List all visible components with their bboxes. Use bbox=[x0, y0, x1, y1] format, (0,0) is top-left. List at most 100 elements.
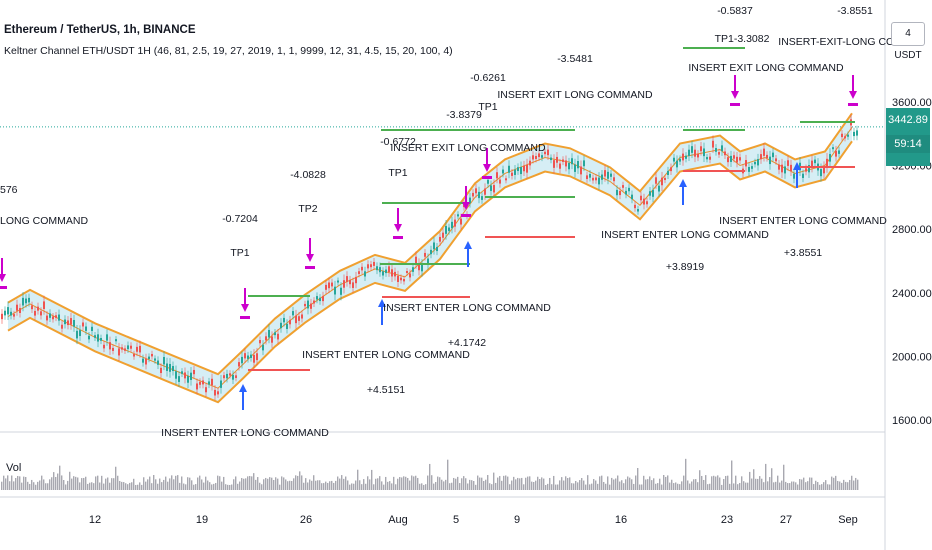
volume-bar bbox=[295, 475, 297, 490]
candle-body bbox=[481, 196, 483, 200]
volume-bar bbox=[499, 476, 501, 490]
volume-bar bbox=[279, 484, 281, 490]
candle-body bbox=[241, 356, 243, 364]
volume-bar bbox=[619, 481, 621, 490]
volume-bar bbox=[115, 466, 117, 490]
volume-bar bbox=[307, 482, 309, 490]
volume-bar bbox=[853, 480, 855, 490]
volume-bar bbox=[121, 481, 123, 490]
candle-body bbox=[208, 381, 210, 385]
candle-body bbox=[379, 267, 381, 273]
volume-bar bbox=[667, 475, 669, 490]
volume-bar bbox=[833, 477, 835, 490]
volume-bar bbox=[165, 476, 167, 490]
symbol-title[interactable]: Ethereum / TetherUS, 1h, BINANCE bbox=[4, 24, 196, 36]
last-price-tag: 3442.89 59:14 bbox=[886, 108, 930, 166]
candle-body bbox=[136, 346, 138, 352]
indicator-legend[interactable]: Keltner Channel ETH/USDT 1H (46, 81, 2.5… bbox=[4, 45, 453, 57]
volume-bar bbox=[157, 483, 159, 490]
candle-body bbox=[835, 150, 837, 157]
candle-body bbox=[118, 348, 120, 356]
keltner-lower-line bbox=[7, 140, 853, 404]
volume-bar bbox=[475, 484, 477, 490]
candle-body bbox=[100, 337, 102, 341]
volume-bar bbox=[469, 479, 471, 490]
x-tick-label: 16 bbox=[615, 514, 627, 526]
candle-body bbox=[85, 326, 87, 331]
candle-body bbox=[130, 345, 132, 349]
candle-body bbox=[49, 313, 51, 318]
volume-bar bbox=[665, 476, 667, 490]
volume-bar bbox=[727, 475, 729, 490]
exit-marker bbox=[461, 214, 471, 217]
candle-body bbox=[439, 236, 441, 242]
candle-body bbox=[598, 177, 600, 185]
volume-bar bbox=[495, 482, 497, 490]
volume-bar bbox=[669, 482, 671, 490]
candle-body bbox=[67, 320, 69, 326]
candle-body bbox=[469, 197, 471, 203]
volume-bar bbox=[629, 477, 631, 490]
volume-bar bbox=[581, 478, 583, 490]
candle-body bbox=[169, 363, 171, 372]
volume-bar bbox=[199, 475, 201, 490]
volume-bar bbox=[477, 475, 479, 490]
candle-body bbox=[358, 271, 360, 274]
volume-bar bbox=[315, 480, 317, 490]
volume-bar bbox=[571, 483, 573, 490]
candle-body bbox=[652, 190, 654, 197]
volume-bar bbox=[347, 480, 349, 490]
volume-bar bbox=[479, 477, 481, 490]
candle-body bbox=[214, 389, 216, 396]
candle-body bbox=[451, 221, 453, 229]
candle-body bbox=[718, 152, 720, 155]
volume-bar bbox=[37, 481, 39, 490]
volume-bar bbox=[817, 482, 819, 490]
candle-body bbox=[94, 335, 96, 338]
volume-bar bbox=[757, 478, 759, 490]
candle-body bbox=[235, 375, 237, 378]
candle-body bbox=[769, 156, 771, 165]
volume-bar bbox=[399, 477, 401, 490]
volume-bar bbox=[123, 482, 125, 490]
long-exit-arrowhead bbox=[483, 164, 491, 172]
volume-bar bbox=[591, 483, 593, 490]
candle-body bbox=[445, 225, 447, 234]
volume-bar bbox=[277, 478, 279, 490]
volume-bar bbox=[263, 479, 265, 490]
candle-body bbox=[754, 161, 756, 165]
volume-bar bbox=[23, 476, 25, 490]
volume-bar bbox=[717, 475, 719, 490]
volume-bar bbox=[713, 475, 715, 490]
volume-bar bbox=[1, 481, 3, 490]
volume-bar bbox=[55, 476, 57, 490]
candle-body bbox=[193, 369, 195, 375]
volume-bar bbox=[825, 480, 827, 490]
volume-bar bbox=[687, 480, 689, 490]
candle-body bbox=[1, 313, 3, 320]
volume-bar bbox=[561, 477, 563, 490]
volume-bar bbox=[505, 475, 507, 490]
y-tick-label: 2400.00 bbox=[892, 288, 932, 300]
candle-body bbox=[277, 333, 279, 340]
candle-body bbox=[274, 332, 276, 336]
volume-bar bbox=[363, 479, 365, 490]
currency-button[interactable]: 4 USDT bbox=[891, 22, 925, 61]
volume-bar bbox=[25, 476, 27, 490]
candle-body bbox=[508, 165, 510, 173]
volume-bar bbox=[275, 477, 277, 490]
volume-bar bbox=[71, 478, 73, 490]
candle-body bbox=[106, 334, 108, 341]
candle-body bbox=[292, 311, 294, 316]
volume-bar bbox=[849, 479, 851, 490]
volume-bar bbox=[297, 475, 299, 490]
candle-body bbox=[595, 177, 597, 181]
candle-body bbox=[784, 166, 786, 174]
volume-bar bbox=[643, 475, 645, 490]
volume-bar bbox=[783, 464, 785, 490]
volume-bar bbox=[313, 475, 315, 490]
volume-bar bbox=[763, 482, 765, 490]
candle-body bbox=[253, 354, 255, 363]
candle-body bbox=[655, 177, 657, 184]
